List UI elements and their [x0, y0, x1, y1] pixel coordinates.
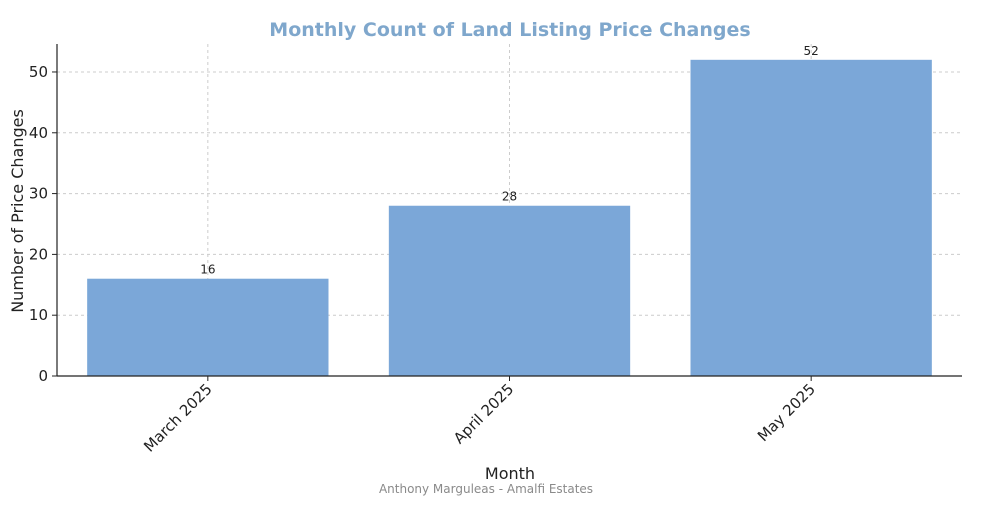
- bar: [388, 205, 631, 376]
- x-tick-label: May 2025: [754, 380, 819, 445]
- y-tick-label: 40: [29, 124, 48, 142]
- bar: [690, 59, 932, 377]
- y-tick-label: 50: [29, 63, 48, 81]
- y-tick-label: 0: [38, 367, 48, 385]
- bar: [87, 278, 329, 376]
- y-tick-label: 30: [29, 185, 48, 203]
- footer-credit: Anthony Marguleas - Amalfi Estates: [379, 482, 593, 496]
- y-tick-label: 20: [29, 245, 48, 263]
- x-tick-label: March 2025: [140, 380, 215, 455]
- chart-title: Monthly Count of Land Listing Price Chan…: [269, 19, 750, 41]
- bar-value-label: 52: [804, 44, 819, 58]
- x-tick-label: April 2025: [450, 380, 517, 447]
- x-axis-label: Month: [485, 464, 535, 483]
- bar-value-label: 28: [502, 190, 517, 204]
- y-tick-label: 10: [29, 306, 48, 324]
- bar-value-label: 16: [200, 263, 215, 277]
- bar-layer: 16 28 52: [87, 44, 932, 377]
- y-axis-label: Number of Price Changes: [8, 109, 27, 313]
